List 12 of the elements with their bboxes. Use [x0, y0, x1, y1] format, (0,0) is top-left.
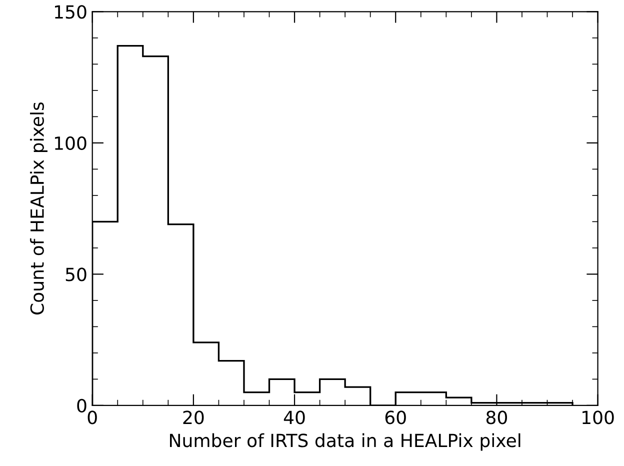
y-tick-label: 50 — [66, 268, 86, 282]
x-tick-label: 20 — [183, 410, 204, 424]
y-axis-title: Count of HEALPix pixels — [30, 102, 48, 314]
y-tick-label: 150 — [55, 5, 86, 19]
x-tick-label: 80 — [486, 410, 507, 424]
x-tick-label: 100 — [582, 410, 614, 424]
x-tick-label: 40 — [284, 410, 305, 424]
x-tick-label: 60 — [385, 410, 406, 424]
y-tick-label: 0 — [77, 398, 86, 413]
x-axis-title: Number of IRTS data in a HEALPix pixel — [170, 433, 520, 451]
y-tick-label: 100 — [55, 136, 86, 150]
x-tick-label: 0 — [88, 410, 97, 424]
